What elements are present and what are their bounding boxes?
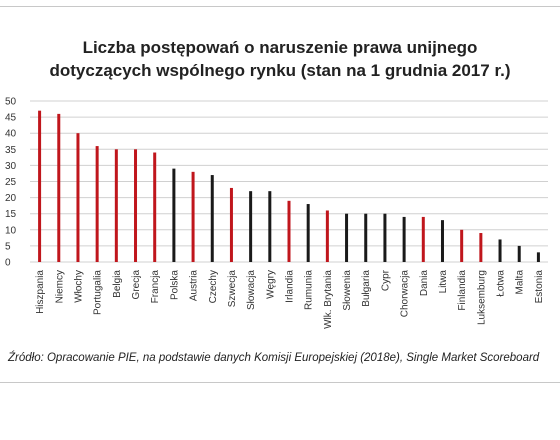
bar [191, 171, 195, 262]
source-note: Źródło: Opracowanie PIE, na podstawie da… [8, 352, 540, 364]
x-tick-label: Polska [169, 270, 180, 300]
chart-title-line-2: dotyczących wspólnego rynku (stan na 1 g… [49, 61, 511, 80]
bar [306, 204, 310, 262]
bar [421, 216, 425, 262]
x-tick-label: Irlandia [285, 270, 296, 303]
x-tick-label: Malta [515, 270, 526, 295]
x-tick-label: Wlk. Brytania [323, 270, 334, 329]
x-tick-label: Finlandia [457, 270, 468, 311]
y-tick-label: 25 [5, 177, 17, 188]
bar [345, 213, 349, 262]
x-tick-label: Portugalia [93, 270, 104, 315]
y-tick-label: 10 [5, 225, 17, 236]
x-tick-label: Szwecja [227, 270, 238, 308]
y-tick-label: 40 [5, 129, 17, 140]
y-tick-label: 50 [5, 97, 17, 108]
x-tick-label: Węgry [265, 270, 276, 299]
y-tick-label: 5 [5, 241, 11, 252]
x-tick-label: Austria [189, 270, 200, 302]
bar [479, 233, 483, 262]
chart-title: Liczba postępowań o naruszenie prawa uni… [40, 36, 520, 82]
bar [536, 252, 540, 262]
bar [114, 149, 118, 262]
x-tick-label: Luksemburg [476, 270, 487, 325]
x-tick-label: Czechy [208, 270, 219, 303]
x-tick-label: Słowenia [342, 270, 353, 311]
bar [57, 113, 61, 262]
chart-title-line-1: Liczba postępowań o naruszenie prawa uni… [82, 38, 478, 57]
bar [76, 133, 80, 262]
x-tick-label: Grecja [131, 270, 142, 300]
x-tick-label: Estonia [534, 270, 545, 304]
y-tick-label: 30 [5, 161, 17, 172]
x-tick-label: Łotwa [496, 270, 507, 297]
x-tick-label: Francja [150, 270, 161, 304]
bar [38, 110, 42, 262]
bar [383, 213, 387, 262]
x-tick-label: Hiszpania [35, 270, 46, 314]
bar [95, 146, 99, 262]
bar [402, 216, 406, 262]
bar [460, 229, 464, 262]
x-tick-label: Chorwacja [400, 270, 411, 318]
y-tick-label: 20 [5, 193, 17, 204]
bar [210, 175, 214, 262]
bar [364, 213, 368, 262]
bar [134, 149, 138, 262]
bar [229, 187, 233, 262]
bar [249, 191, 253, 262]
x-tick-label: Rumunia [304, 270, 315, 310]
y-tick-label: 0 [5, 258, 11, 269]
bar [440, 220, 444, 262]
x-tick-label: Niemcy [54, 270, 65, 303]
y-tick-label: 15 [5, 209, 17, 220]
x-tick-label: Belgia [112, 270, 123, 298]
x-tick-label: Słowacja [246, 270, 257, 310]
x-tick-label: Dania [419, 270, 430, 297]
x-tick-label: Bułgaria [361, 270, 372, 307]
bar [172, 168, 176, 262]
x-tick-label: Włochy [73, 270, 84, 303]
x-tick-label: Litwa [438, 270, 449, 294]
x-tick-label: Cypr [380, 269, 391, 291]
y-tick-label: 45 [5, 113, 17, 124]
bar [268, 191, 272, 262]
bar [498, 239, 502, 262]
bar [325, 210, 329, 262]
bar [153, 152, 157, 262]
bar [287, 200, 291, 262]
top-border [0, 6, 560, 7]
y-tick-label: 35 [5, 145, 17, 156]
bottom-border [0, 382, 560, 383]
bar [517, 245, 521, 262]
